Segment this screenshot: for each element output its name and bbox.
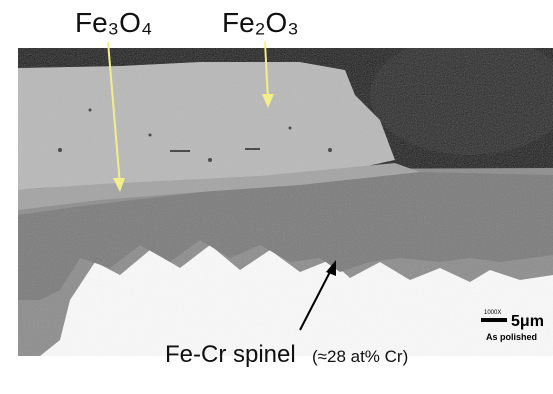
scale-line — [481, 318, 507, 322]
condition: As polished — [486, 332, 537, 342]
figure: Fe₃O₄ Fe₂O₃ Fe-Cr spinel (≈28 at% Cr) 10… — [0, 0, 553, 394]
scale-length: 5μm — [511, 313, 544, 330]
label-magnetite: Fe₃O₄ — [75, 7, 152, 38]
label-hematite: Fe₂O₃ — [222, 7, 299, 38]
label-spinel-note: (≈28 at% Cr) — [312, 347, 408, 366]
magnification: 1000X — [484, 310, 501, 316]
micrograph — [18, 35, 553, 360]
label-spinel: Fe-Cr spinel — [165, 341, 296, 368]
